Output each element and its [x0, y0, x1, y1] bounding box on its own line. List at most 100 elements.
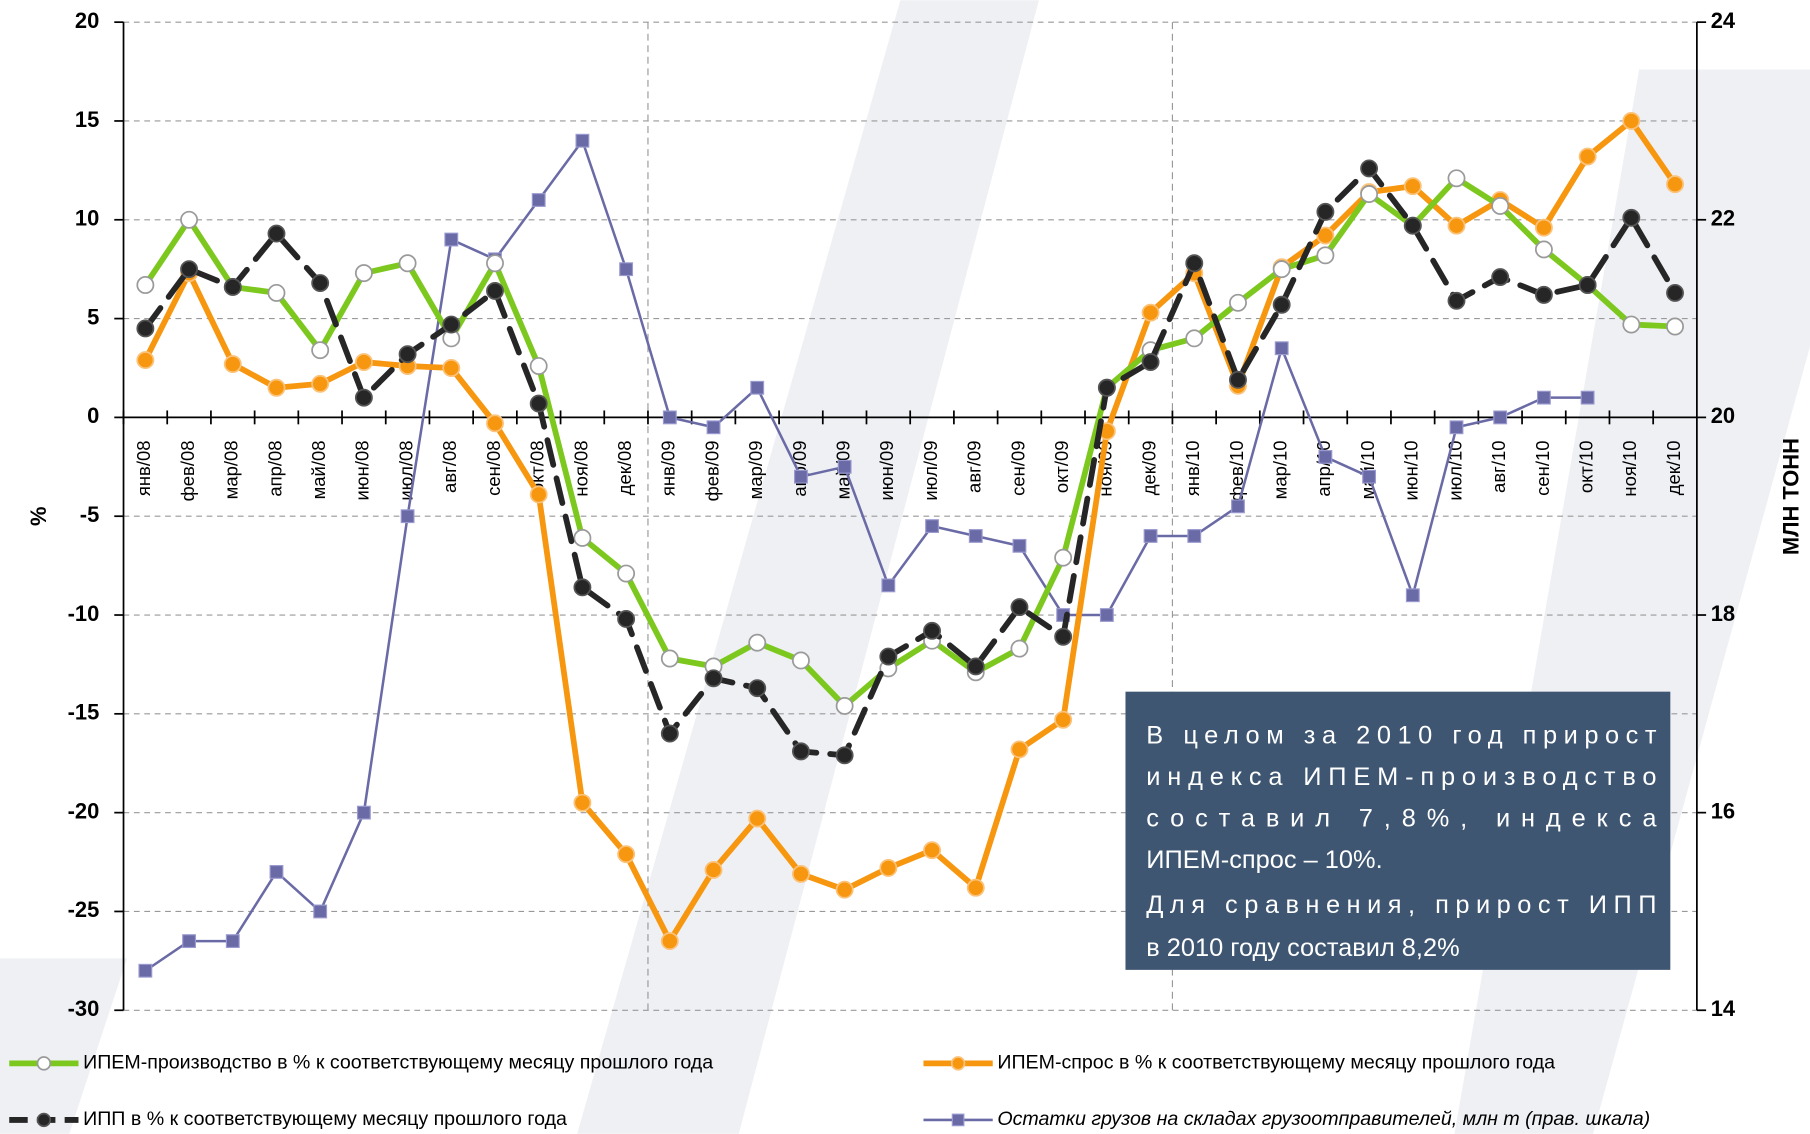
legend-label: ИПЕМ-спрос в % к соответствующему месяцу… — [997, 1052, 1555, 1074]
data-point — [1187, 529, 1202, 543]
data-point — [311, 274, 330, 292]
data-point — [1143, 529, 1158, 543]
annotation-line: в 2010 году составил 8,2% — [1146, 934, 1459, 962]
x-tick-label: авг/10 — [1488, 440, 1509, 492]
data-point — [531, 193, 546, 207]
y2-tick-label: 22 — [1711, 206, 1735, 231]
data-point — [486, 281, 504, 300]
data-point — [1491, 196, 1510, 215]
x-tick-label: июн/10 — [1401, 440, 1422, 500]
data-point — [1447, 291, 1466, 310]
data-point — [791, 651, 810, 670]
data-point — [1622, 112, 1641, 130]
x-tick-label: июн/08 — [352, 440, 373, 500]
data-point — [660, 649, 679, 668]
data-point — [1360, 159, 1379, 178]
data-point — [223, 355, 242, 373]
x-tick-label: окт/10 — [1575, 440, 1596, 493]
data-point — [136, 351, 155, 370]
data-point — [267, 378, 286, 397]
x-tick-label: июл/08 — [395, 440, 416, 500]
data-point — [1229, 293, 1247, 312]
y-tick-label: -20 — [68, 798, 100, 823]
x-tick-label: мар/10 — [1270, 440, 1291, 499]
data-point — [1493, 410, 1508, 425]
data-point — [180, 260, 199, 279]
data-point — [444, 232, 459, 247]
data-point — [923, 621, 941, 640]
data-point — [835, 746, 854, 765]
y-axis-label: % — [26, 506, 51, 526]
data-point — [879, 859, 898, 877]
data-point — [267, 283, 286, 302]
y-tick-label: -10 — [68, 601, 100, 626]
legend-label: ИПП в % к соответствующему месяцу прошло… — [83, 1108, 567, 1130]
data-point — [1316, 246, 1335, 265]
data-point — [1054, 710, 1073, 729]
data-point — [136, 276, 155, 294]
x-tick-label: янв/10 — [1182, 440, 1203, 496]
data-point — [398, 254, 417, 273]
y2-tick-label: 24 — [1711, 8, 1736, 33]
legend-label: ИПЕМ-производство в % к соответствующему… — [83, 1052, 713, 1074]
data-point — [1622, 208, 1641, 227]
data-point — [442, 359, 461, 377]
data-point — [881, 578, 896, 593]
y-tick-label: 20 — [75, 8, 99, 33]
data-point — [573, 578, 592, 597]
data-point — [1012, 538, 1027, 553]
y2-tick-label: 14 — [1711, 996, 1736, 1021]
data-point — [968, 529, 983, 543]
data-point — [400, 509, 415, 524]
data-point — [835, 880, 854, 899]
data-point — [791, 864, 810, 883]
data-point — [354, 353, 373, 372]
x-tick-label: сен/09 — [1007, 440, 1028, 495]
data-point — [354, 388, 373, 407]
data-point — [486, 254, 504, 273]
data-point — [1316, 226, 1335, 245]
data-point — [573, 529, 592, 547]
x-tick-label: июл/10 — [1444, 440, 1465, 500]
data-point — [1491, 268, 1510, 287]
x-tick-label: июн/09 — [876, 440, 897, 500]
data-point — [1447, 216, 1466, 235]
annotation-box — [1125, 691, 1671, 970]
data-point — [269, 865, 284, 879]
data-point — [1534, 240, 1553, 259]
x-tick-label: окт/09 — [1051, 440, 1072, 493]
data-point — [662, 410, 677, 425]
legend-marker — [36, 1112, 52, 1128]
y-tick-label: -15 — [68, 700, 100, 725]
y-tick-label: -25 — [68, 897, 100, 922]
data-point — [748, 679, 767, 698]
data-point — [1666, 317, 1684, 336]
data-point — [223, 278, 242, 296]
data-point — [1449, 420, 1464, 435]
data-point — [660, 932, 679, 951]
data-point — [617, 564, 636, 583]
data-point — [313, 904, 328, 919]
annotation-line: составил 7,8%, индекса — [1146, 805, 1657, 833]
data-point — [1185, 329, 1204, 348]
y-tick-label: 5 — [87, 304, 99, 329]
data-point — [1534, 218, 1553, 237]
data-point — [573, 793, 592, 812]
y-tick-label: 10 — [75, 206, 99, 231]
data-point — [1099, 608, 1114, 622]
data-point — [1534, 285, 1553, 304]
data-point — [442, 315, 461, 334]
y-tick-label: -30 — [68, 996, 100, 1021]
data-point — [1403, 177, 1422, 196]
data-point — [1141, 353, 1160, 372]
data-point — [1054, 548, 1073, 567]
data-point — [529, 394, 548, 413]
x-tick-label: дек/10 — [1663, 440, 1684, 495]
x-tick-label: авг/08 — [439, 440, 460, 492]
data-point — [354, 264, 373, 283]
data-point — [1318, 449, 1333, 464]
legend-marker — [951, 1113, 965, 1127]
y-tick-label: 0 — [87, 403, 99, 428]
